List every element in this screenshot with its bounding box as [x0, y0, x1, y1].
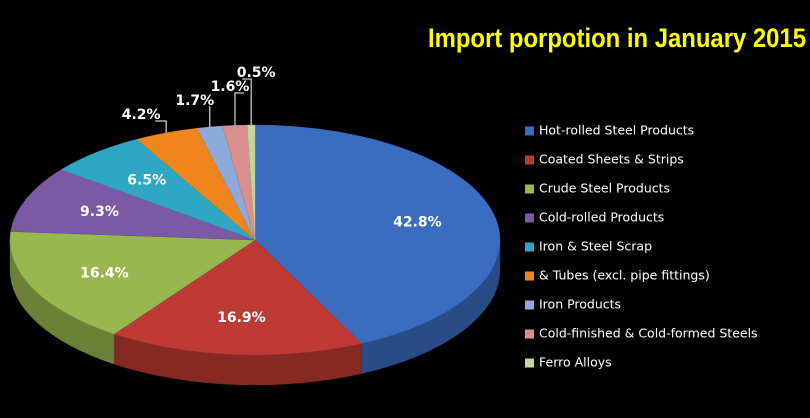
legend-label: Ferro Alloys: [539, 355, 612, 370]
value-label: 1.7%: [175, 93, 214, 109]
legend-label: Iron & Steel Scrap: [539, 239, 652, 254]
legend-swatch: [525, 213, 534, 223]
legend-label: & Tubes (excl. pipe fittings): [539, 268, 710, 283]
legend-swatch: [525, 155, 534, 165]
legend-swatch: [525, 329, 534, 339]
legend-label: Hot-rolled Steel Products: [539, 123, 694, 138]
slice: [113, 239, 363, 356]
leader-line: [242, 78, 252, 126]
legend-label: Cold-finished & Cold-formed Steels: [539, 326, 758, 341]
leader-line: [234, 92, 244, 126]
legend-swatch: [525, 271, 534, 281]
value-label: 4.2%: [122, 107, 161, 123]
legend-swatch: [525, 184, 534, 194]
legend-swatch: [525, 126, 534, 136]
slice: [9, 231, 256, 335]
value-label: 42.8%: [393, 215, 442, 231]
value-label: 16.9%: [217, 310, 266, 326]
legend-swatch: [525, 242, 534, 252]
legend-label: Coated Sheets & Strips: [539, 152, 684, 167]
legend-label: Iron Products: [539, 297, 621, 312]
value-label: 0.5%: [237, 65, 276, 81]
value-label: 1.6%: [211, 79, 250, 95]
value-label: 16.4%: [80, 265, 129, 281]
slice: [254, 124, 501, 344]
value-label: 9.3%: [80, 204, 119, 220]
leader-line: [208, 106, 211, 127]
chart-title: Import porpotion in January 2015: [428, 23, 806, 53]
legend-label: Cold-rolled Products: [539, 210, 664, 225]
legend-swatch: [525, 300, 534, 310]
slice: [247, 124, 256, 241]
legend-label: Crude Steel Products: [539, 181, 670, 196]
leader-line: [155, 120, 167, 133]
legend-swatch: [525, 358, 534, 368]
value-label: 6.5%: [127, 173, 166, 189]
slice: [10, 169, 256, 241]
